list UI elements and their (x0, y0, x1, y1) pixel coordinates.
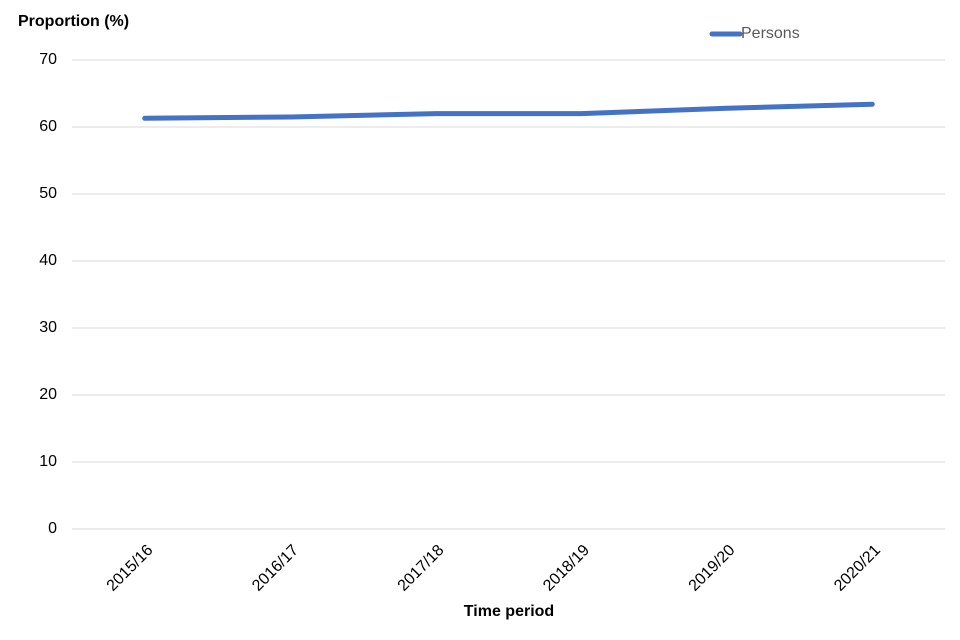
y-tick-label: 40 (39, 252, 57, 269)
x-axis-label: Time period (464, 603, 554, 620)
y-tick-label: 20 (39, 386, 57, 403)
data-line (142, 101, 875, 121)
chart-title: Proportion (%) (18, 13, 129, 30)
x-tick-label: 2018/19 (540, 542, 593, 595)
x-tick-label: 2017/18 (395, 542, 448, 595)
x-tick-label: 2015/16 (104, 542, 157, 595)
y-tick-label: 50 (39, 185, 57, 202)
x-tick-label: 2020/21 (831, 542, 884, 595)
y-tick-label: 10 (39, 453, 57, 470)
y-tick-label: 70 (39, 51, 57, 68)
y-tick-label: 30 (39, 319, 57, 336)
y-tick-label: 60 (39, 118, 57, 135)
x-tick-label: 2019/20 (686, 542, 739, 595)
y-tick-label: 0 (48, 520, 57, 537)
x-tick-label: 2016/17 (249, 542, 302, 595)
legend-label: Persons (741, 25, 800, 42)
